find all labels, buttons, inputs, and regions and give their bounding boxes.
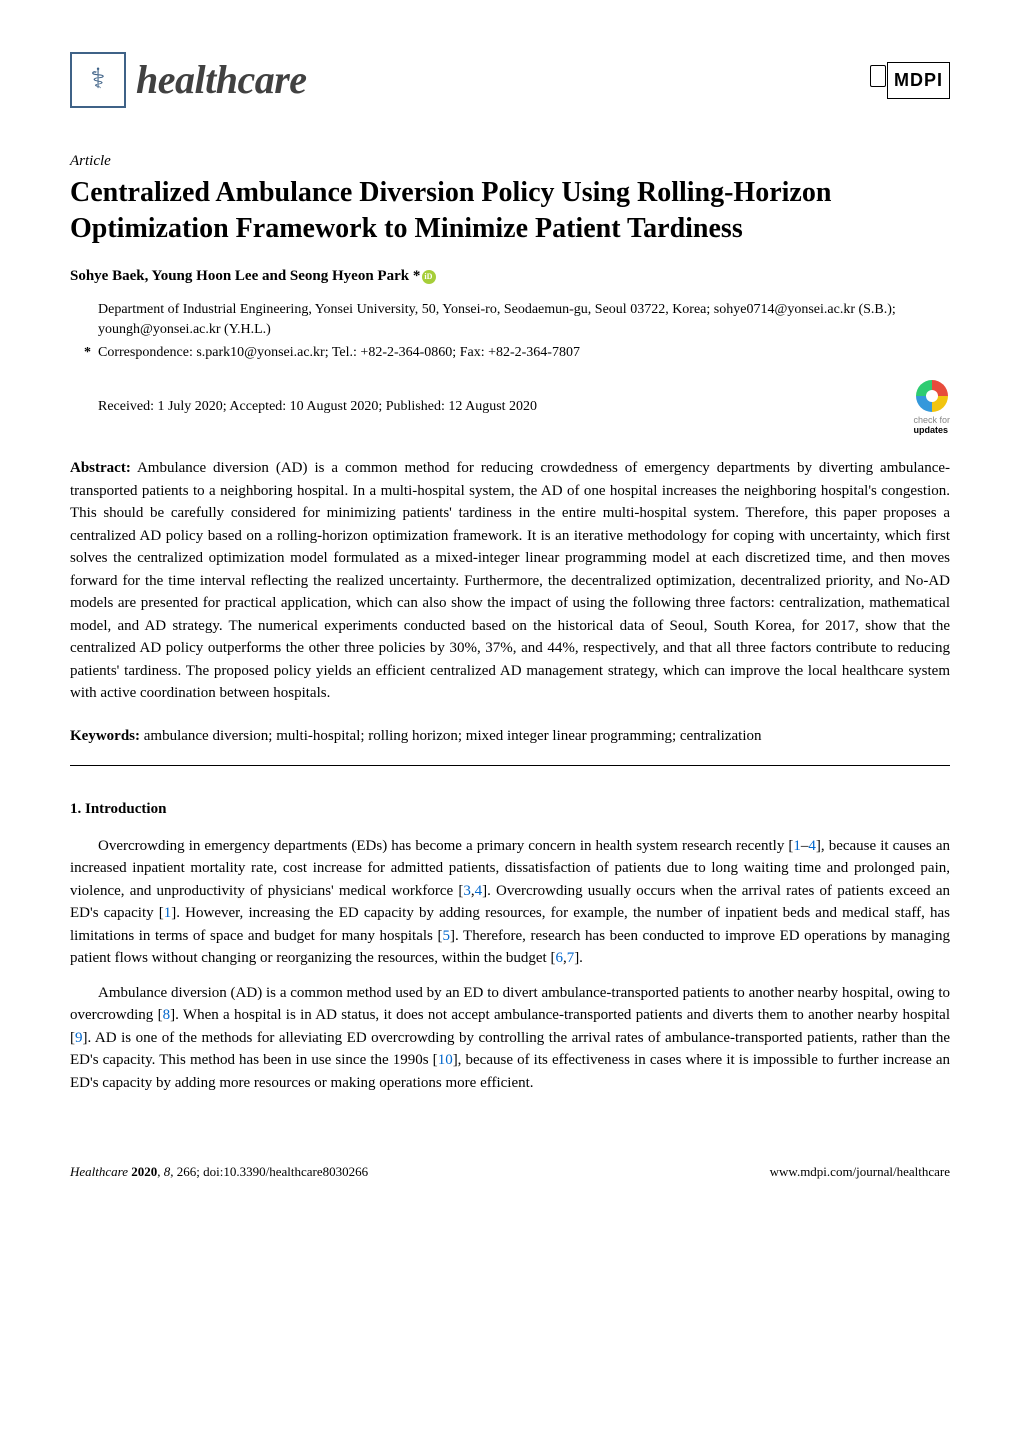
journal-logo: healthcare xyxy=(70,50,307,110)
abstract-text: Ambulance diversion (AD) is a common met… xyxy=(70,460,950,701)
page-header: healthcare MDPI xyxy=(70,50,950,110)
affiliation-block: Department of Industrial Engineering, Yo… xyxy=(70,300,950,364)
page-footer: Healthcare 2020, 8, 266; doi:10.3390/hea… xyxy=(70,1154,950,1182)
intro-para-2: Ambulance diversion (AD) is a common met… xyxy=(70,982,950,1095)
authors-line: Sohye Baek, Young Hoon Lee and Seong Hye… xyxy=(70,265,950,288)
intro-para-1: Overcrowding in emergency departments (E… xyxy=(70,835,950,970)
ref-link-1[interactable]: 1 xyxy=(793,838,801,854)
footer-year: 2020 xyxy=(131,1164,157,1179)
ref-link-4b[interactable]: 4 xyxy=(475,883,483,899)
ref-link-8[interactable]: 8 xyxy=(163,1007,171,1023)
footer-right: www.mdpi.com/journal/healthcare xyxy=(770,1162,950,1182)
footer-url[interactable]: www.mdpi.com/journal/healthcare xyxy=(770,1164,950,1179)
footer-article: 266 xyxy=(177,1164,197,1179)
ref-link-5[interactable]: 5 xyxy=(442,928,450,944)
footer-left: Healthcare 2020, 8, 266; doi:10.3390/hea… xyxy=(70,1162,368,1182)
section-1-heading: 1. Introduction xyxy=(70,798,950,821)
check-updates-text: check for updates xyxy=(913,416,950,436)
article-title: Centralized Ambulance Diversion Policy U… xyxy=(70,175,950,248)
ref-link-4[interactable]: 4 xyxy=(808,838,816,854)
keywords-block: Keywords: ambulance diversion; multi-hos… xyxy=(70,725,950,748)
article-type: Article xyxy=(70,150,950,173)
check-updates-icon xyxy=(914,378,950,414)
ref-link-10[interactable]: 10 xyxy=(438,1052,453,1068)
footer-journal: Healthcare xyxy=(70,1164,128,1179)
abstract-label: Abstract: xyxy=(70,460,131,476)
section-divider xyxy=(70,765,950,766)
footer-volume: 8 xyxy=(164,1164,171,1179)
healthcare-logo-icon xyxy=(70,52,126,108)
authors-text: Sohye Baek, Young Hoon Lee and Seong Hye… xyxy=(70,268,420,284)
footer-doi: doi:10.3390/healthcare8030266 xyxy=(203,1164,368,1179)
ref-link-9[interactable]: 9 xyxy=(75,1030,83,1046)
dates-text: Received: 1 July 2020; Accepted: 10 Augu… xyxy=(98,396,537,417)
keywords-text: ambulance diversion; multi-hospital; rol… xyxy=(140,728,762,744)
affiliation-text: Department of Industrial Engineering, Yo… xyxy=(98,300,950,341)
mdpi-logo: MDPI xyxy=(887,62,950,99)
keywords-label: Keywords: xyxy=(70,728,140,744)
abstract-block: Abstract: Ambulance diversion (AD) is a … xyxy=(70,457,950,705)
check-updates-line2: updates xyxy=(913,426,950,436)
ref-link-3[interactable]: 3 xyxy=(463,883,471,899)
dates-row: Received: 1 July 2020; Accepted: 10 Augu… xyxy=(70,378,950,436)
orcid-icon[interactable] xyxy=(422,270,436,284)
check-for-updates-badge[interactable]: check for updates xyxy=(913,378,950,436)
correspondence-text: Correspondence: s.park10@yonsei.ac.kr; T… xyxy=(98,343,950,363)
journal-logo-text: healthcare xyxy=(136,50,307,110)
ref-link-6[interactable]: 6 xyxy=(555,950,563,966)
